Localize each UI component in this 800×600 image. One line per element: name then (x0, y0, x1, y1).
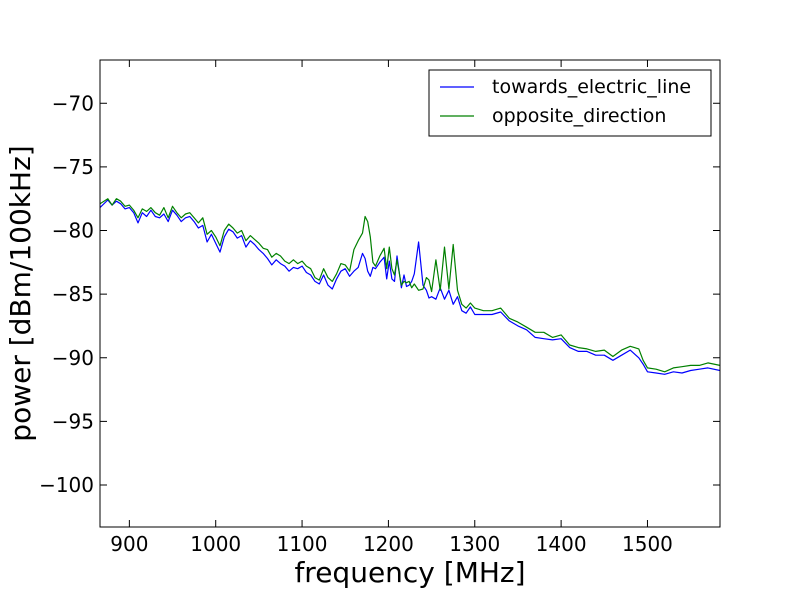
x-tick-label: 1500 (622, 532, 673, 556)
y-tick-label: −85 (52, 282, 94, 306)
x-tick-label: 1000 (190, 532, 241, 556)
ticks-layer: 900 1000 1100 1200 1300 1400 1500 −70 −75 −80 −85 −… (39, 60, 720, 556)
y-tick-label: −95 (52, 409, 94, 433)
x-axis-label: frequency [MHz] (294, 556, 525, 589)
legend: towards_electric_line opposite_direction (428, 69, 712, 137)
x-tick-label: 1200 (363, 532, 414, 556)
x-tick-label: 1400 (536, 532, 587, 556)
legend-label-towards-electric-line: towards_electric_line (492, 76, 691, 98)
y-tick-label: −75 (52, 155, 94, 179)
x-tick-label: 1100 (277, 532, 328, 556)
legend-label-opposite-direction: opposite_direction (492, 105, 666, 127)
x-tick-label: 900 (110, 532, 148, 556)
series-line-towards-electric-line (100, 199, 720, 375)
y-tick-label: −70 (52, 91, 94, 115)
plot-frame (99, 59, 721, 528)
series-line-opposite-direction (100, 198, 720, 373)
x-tick-label: 1300 (449, 532, 500, 556)
series-layer (100, 198, 720, 375)
y-tick-label: −80 (52, 219, 94, 243)
legend-frame (428, 69, 712, 137)
y-tick-label: −100 (39, 473, 94, 497)
y-axis-label: power [dBm/100kHz] (4, 145, 37, 441)
y-tick-label: −90 (52, 346, 94, 370)
